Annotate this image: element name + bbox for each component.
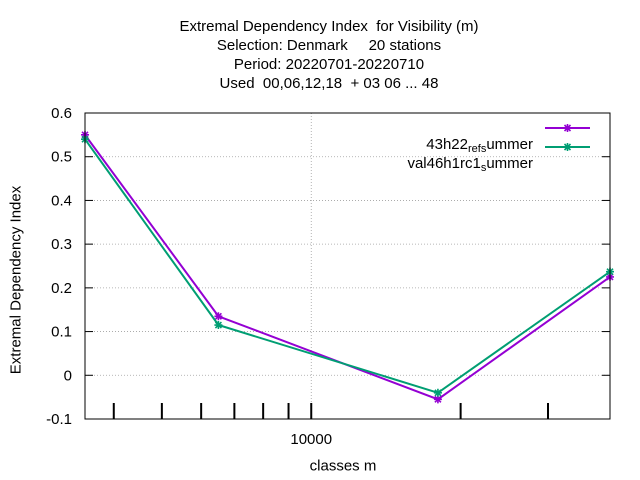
legend-lines: [545, 124, 590, 151]
legend-label-2-part-d: ummer: [486, 155, 533, 172]
series-line-1: [84, 134, 611, 401]
legend-label-2-part-a: val46h1rc1: [407, 155, 481, 172]
x-minor-ticks: [112, 403, 550, 419]
grid-lines: [85, 156, 610, 376]
legend-label-series-1: 43h22ref​summer: [418, 119, 533, 155]
legend-label-1-part-a: 43h22: [426, 136, 468, 153]
legend-marker-2: [563, 143, 572, 151]
y-axis-label: Extremal Dependency Index: [7, 185, 25, 375]
legend-label-1-part-d: ummer: [486, 136, 533, 153]
chart-title-line-3: Period: 20220701-20220710: [233, 56, 425, 73]
series-1-point: [214, 312, 223, 321]
series-layer: [81, 130, 614, 404]
y-tick-label: 0.1: [51, 324, 72, 341]
chart-title-line-2: Selection: Denmark 20 stations: [216, 37, 442, 54]
y-tick-label: 0.6: [51, 105, 72, 122]
chart-title-line-1: Extremal Dependency Index for Visibility…: [179, 18, 479, 35]
y-tick-label: 0.4: [51, 192, 72, 209]
legend-marker-1: [563, 124, 572, 132]
y-tick-label: 0.2: [51, 280, 72, 297]
legend-label-1-part-b: ref: [467, 143, 481, 155]
chart-title-line-4: Used 00,06,12,18 + 03 06 ... 48: [219, 75, 439, 92]
x-axis-label: classes m: [309, 457, 377, 475]
legend-label-2-part-c: s: [480, 162, 487, 174]
series-1-point: [433, 395, 442, 404]
series-line-2: [84, 138, 611, 394]
y-tick-label: 0: [64, 367, 72, 384]
y-tick-label: 0.3: [51, 236, 72, 253]
legend-label-1-part-c: s: [480, 143, 487, 155]
series-2-point: [214, 321, 223, 330]
y-tick-label: 0.5: [51, 149, 72, 166]
y-tick-label: -0.1: [46, 411, 72, 428]
x-tick-label: 10000: [290, 431, 332, 448]
series-2-point: [433, 388, 442, 397]
plot-frame: [84, 112, 611, 420]
legend-label-series-2: val46h1rc1summer: [399, 138, 533, 174]
